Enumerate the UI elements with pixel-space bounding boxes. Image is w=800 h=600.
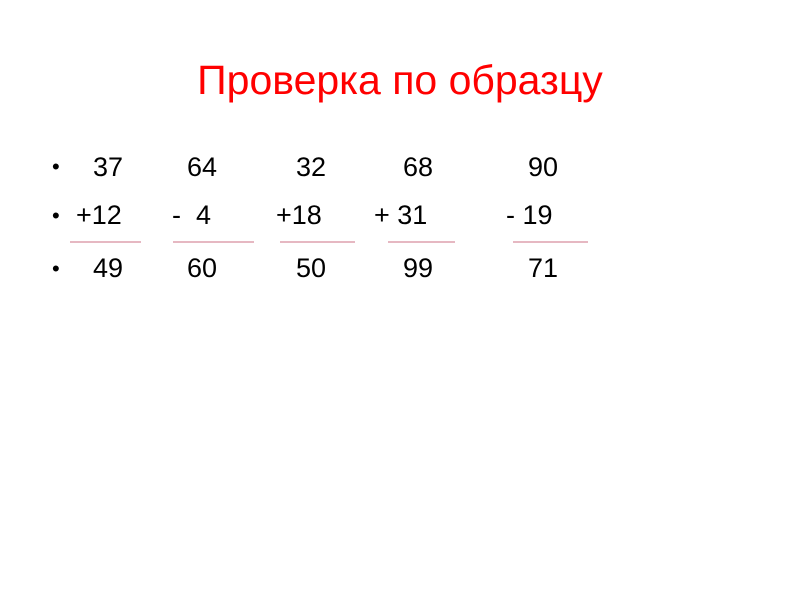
- operand-1-col-5: 90: [528, 152, 559, 182]
- sum-line: [513, 241, 588, 243]
- operand-1-col-2: 64: [187, 152, 218, 182]
- slide-title: Проверка по образцу: [197, 57, 603, 103]
- sum-line: [70, 241, 141, 243]
- result-col-2: 60: [187, 253, 218, 283]
- result-col-5: 71: [528, 253, 559, 283]
- operand-1-col-1: 37: [93, 152, 124, 182]
- sum-line: [388, 241, 455, 243]
- bullet-icon: •: [52, 154, 60, 179]
- operand-2-col-3: +18: [276, 200, 322, 230]
- bullet-icon: •: [52, 256, 60, 281]
- sum-line: [173, 241, 254, 243]
- operand-2-col-5: - 19: [506, 200, 553, 230]
- bullet-icon: •: [52, 203, 60, 228]
- operand-2-col-1: +12: [76, 200, 122, 230]
- operand-1-col-4: 68: [403, 152, 434, 182]
- result-col-3: 50: [296, 253, 327, 283]
- result-col-4: 99: [403, 253, 434, 283]
- sum-line: [280, 241, 355, 243]
- operand-2-col-2: - 4: [172, 200, 212, 230]
- operand-2-col-4: + 31: [374, 200, 428, 230]
- result-col-1: 49: [93, 253, 124, 283]
- operand-1-col-3: 32: [296, 152, 327, 182]
